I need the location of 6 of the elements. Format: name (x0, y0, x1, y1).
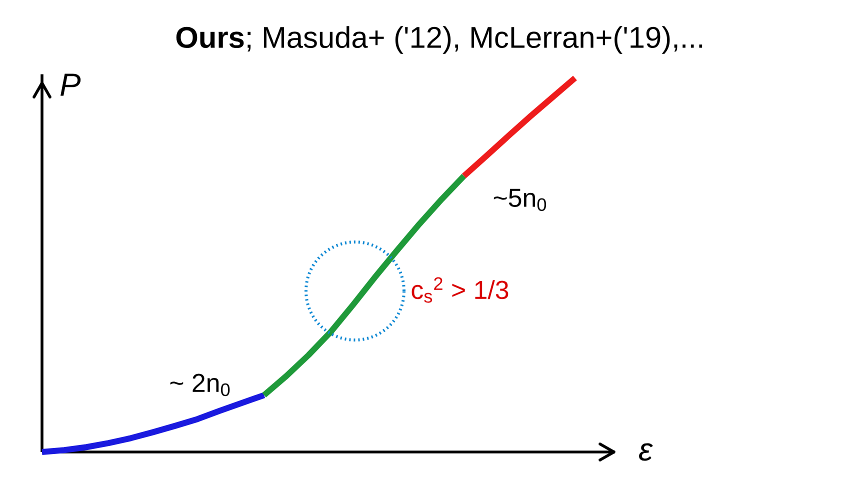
annotation: c$_{s}$$^{2}$ > 1/3 (412, 277, 508, 303)
x-axis-title: ε (639, 443, 653, 461)
chart-title: Ours; Masuda+ ('12), McLerran+('19),... (176, 26, 702, 54)
annotation: ~ 2n$_{0}$ (170, 374, 230, 396)
y-axis-title: P (60, 74, 81, 96)
annotation: ~5n$_{0}$ (494, 188, 546, 212)
